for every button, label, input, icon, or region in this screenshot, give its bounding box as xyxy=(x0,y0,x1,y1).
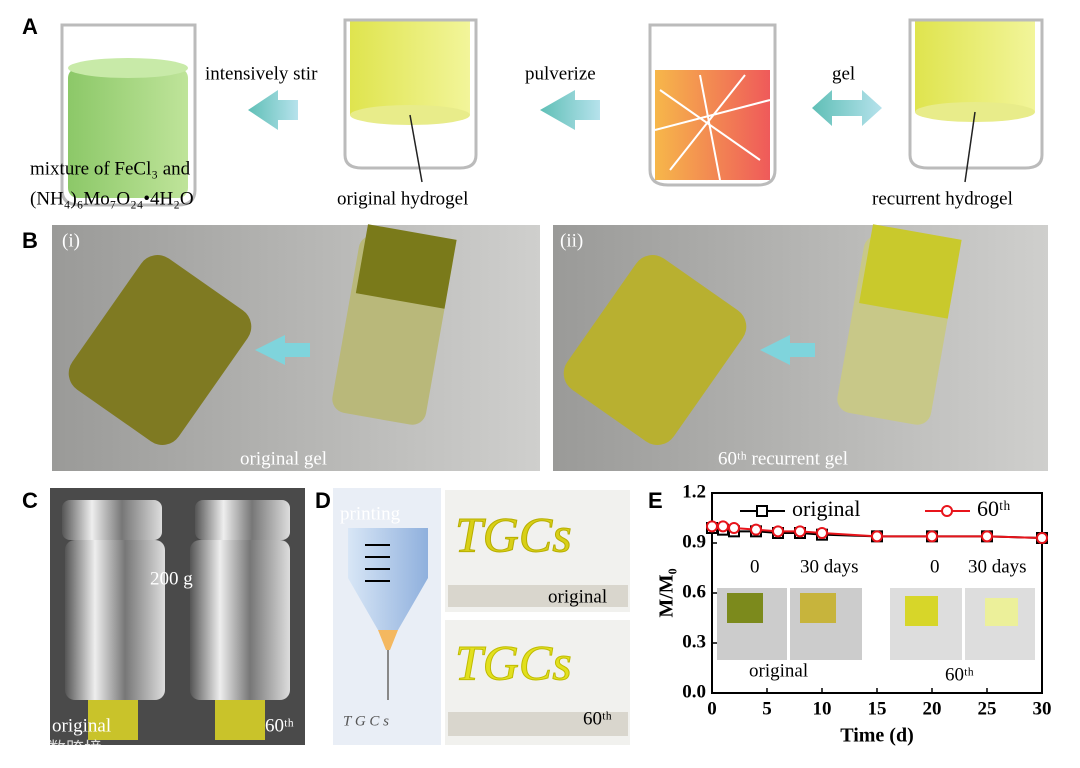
inset-label: 30 days xyxy=(968,556,1027,577)
legend-label: original xyxy=(792,496,860,521)
ruler xyxy=(448,712,628,736)
caption: original hydrogel xyxy=(337,188,468,209)
inset-caption: original xyxy=(749,660,808,681)
beaker xyxy=(60,23,197,207)
caption: printing xyxy=(340,503,401,524)
sub-label: (ii) xyxy=(560,230,583,251)
printed-text: TGCs xyxy=(455,634,572,690)
sub-label: (i) xyxy=(62,230,80,251)
chart: 0 5 10 15 20 25 30 0.0 0.3 0.6 0.9 1.2 Time (d) M/M₀ o… xyxy=(656,481,1052,746)
caption: original xyxy=(52,715,111,736)
x-tick-label: 20 xyxy=(923,698,942,719)
legend-label: 60ᵗʰ xyxy=(977,496,1010,521)
caption: 60ᵗʰ xyxy=(583,708,612,729)
panel-label: A xyxy=(22,14,38,39)
x-tick-label: 10 xyxy=(813,698,832,719)
inset-label: 0 xyxy=(750,556,760,577)
caption: 200 g xyxy=(150,568,193,589)
arrow xyxy=(248,90,298,130)
data-point xyxy=(816,527,828,539)
x-tick-label: 25 xyxy=(978,698,997,719)
legend-marker xyxy=(941,505,953,517)
ruler xyxy=(448,585,628,607)
legend-marker xyxy=(756,505,768,517)
panel-label: E xyxy=(648,488,663,513)
weight xyxy=(62,500,290,740)
x-tick-label: 0 xyxy=(707,698,717,719)
arrow-label: pulverize xyxy=(525,63,596,84)
x-tick-label: 30 xyxy=(1033,698,1052,719)
beaker xyxy=(908,18,1044,183)
x-tick-label: 15 xyxy=(868,698,887,719)
caption: original gel xyxy=(240,448,327,469)
data-point xyxy=(926,530,938,543)
data-point xyxy=(981,530,993,543)
caption: 60ᵗʰ recurrent gel xyxy=(718,448,848,469)
data-point xyxy=(1036,532,1048,544)
inset-label: 30 days xyxy=(800,556,859,577)
insets xyxy=(717,588,1035,660)
nozzle xyxy=(348,528,428,700)
caption: T G C s xyxy=(343,713,389,729)
panel-label: C xyxy=(22,488,38,513)
data-point xyxy=(772,525,784,538)
arrow-label: gel xyxy=(832,63,855,84)
data-point xyxy=(794,525,806,538)
data-point xyxy=(717,520,729,533)
vial xyxy=(68,224,962,445)
data-point xyxy=(871,530,883,543)
beaker xyxy=(648,23,777,187)
caption: 60ᵗʰ xyxy=(265,715,294,736)
inset-label: 0 xyxy=(930,556,940,577)
caption: mixture of FeCl₃ and xyxy=(30,158,191,179)
caption: (NH₄)₆Mo₇O₂₄•4H₂O xyxy=(30,188,194,209)
arrow-label: intensively stir xyxy=(205,63,318,84)
y-tick-label: 1.2 xyxy=(682,481,706,502)
printed-text: TGCs xyxy=(455,506,572,562)
y-tick-label: 0.9 xyxy=(682,531,706,552)
y-tick-label: 0.3 xyxy=(682,631,706,652)
watermark: 大数跨境 xyxy=(30,739,102,760)
data-point xyxy=(750,523,762,536)
x-tick-label: 5 xyxy=(762,698,772,719)
y-axis-label: M/M₀ xyxy=(656,568,678,617)
y-tick-label: 0.6 xyxy=(682,581,706,602)
beaker xyxy=(343,18,478,183)
inset-caption: 60ᵗʰ xyxy=(945,664,974,685)
data-point xyxy=(706,520,718,533)
data-point xyxy=(728,522,740,534)
arrow xyxy=(540,90,600,130)
x-axis-label: Time (d) xyxy=(840,725,914,747)
panel-label: D xyxy=(315,488,331,513)
caption: original xyxy=(548,586,607,607)
caption: recurrent hydrogel xyxy=(872,188,1013,209)
panel-label: B xyxy=(22,228,38,253)
arrow xyxy=(812,90,882,126)
y-tick-label: 0.0 xyxy=(682,681,706,702)
